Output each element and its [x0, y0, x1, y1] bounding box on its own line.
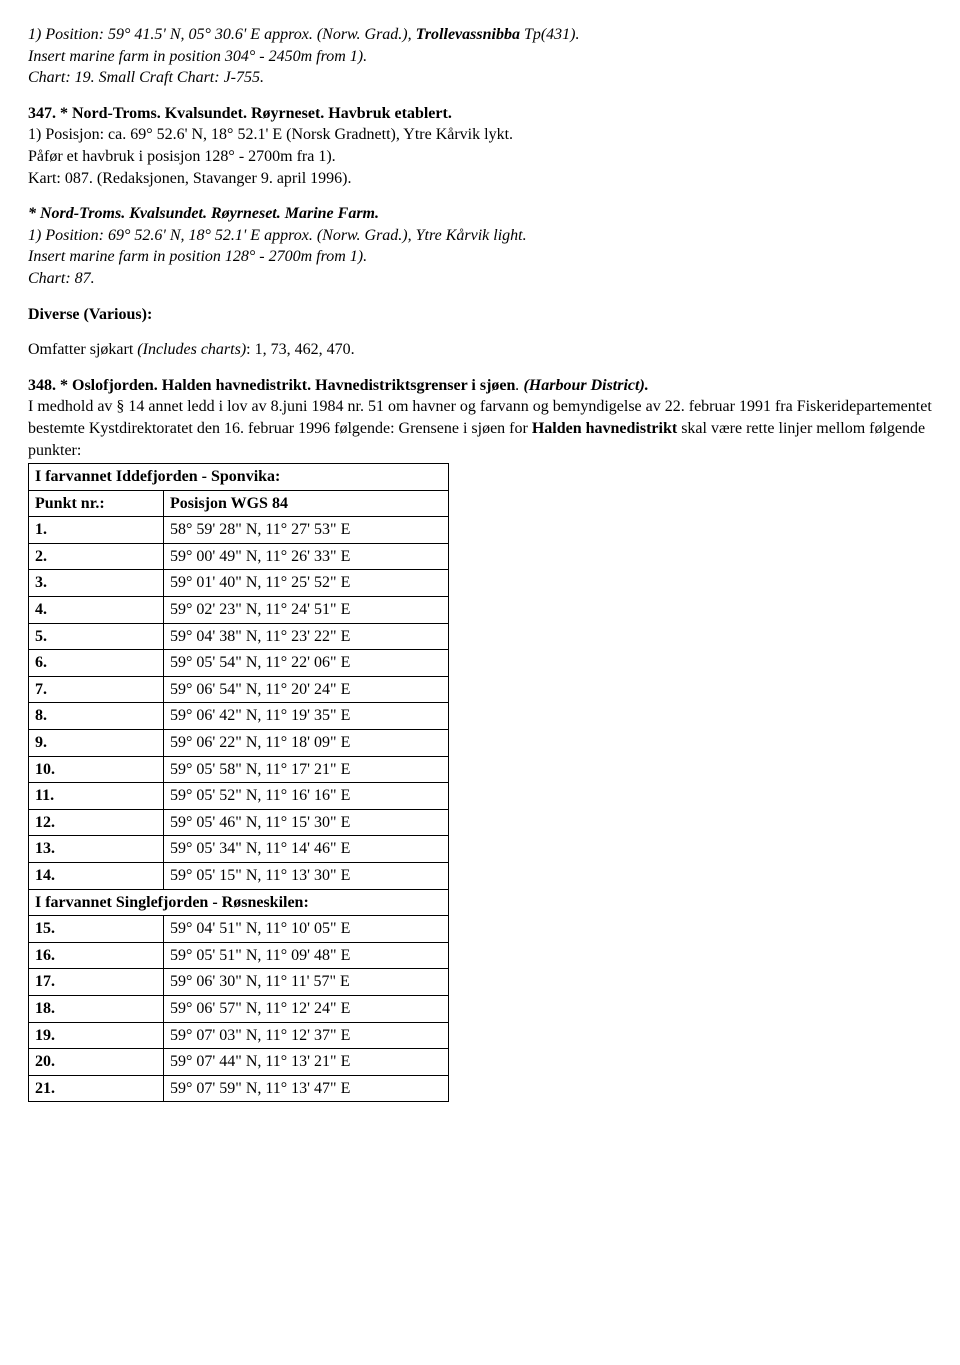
punkt-cell: 17. [29, 969, 164, 996]
table-row: 21.59° 07' 59" N, 11° 13' 47" E [29, 1075, 449, 1102]
posisjon-cell: 59° 00' 49" N, 11° 26' 33" E [164, 543, 449, 570]
posisjon-cell: 59° 07' 03" N, 11° 12' 37" E [164, 1022, 449, 1049]
paragraph-1: 1) Position: 59° 41.5' N, 05° 30.6' E ap… [28, 24, 932, 89]
p2-line2: Påfør et havbruk i posisjon 128° - 2700m… [28, 148, 336, 165]
p1-line1c: Tp(431). [520, 26, 580, 43]
p1-line2: Insert marine farm in position 304° - 24… [28, 48, 367, 65]
punkt-cell: 14. [29, 863, 164, 890]
table-row: 11.59° 05' 52" N, 11° 16' 16" E [29, 783, 449, 810]
posisjon-cell: 59° 06' 42" N, 11° 19' 35" E [164, 703, 449, 730]
p2-line3: Kart: 087. (Redaksjonen, Stavanger 9. ap… [28, 170, 351, 187]
posisjon-cell: 59° 05' 15" N, 11° 13' 30" E [164, 863, 449, 890]
p4-body-b: Halden havnedistrikt [532, 420, 677, 437]
position-table: I farvannet Iddefjorden - Sponvika: Punk… [28, 463, 449, 1102]
p3-line3: Chart: 87. [28, 270, 95, 287]
diverse-text-b: (Includes charts) [137, 341, 246, 358]
table-row: 13.59° 05' 34" N, 11° 14' 46" E [29, 836, 449, 863]
paragraph-3: * Nord-Troms. Kvalsundet. Røyrneset. Mar… [28, 203, 932, 289]
posisjon-cell: 59° 05' 58" N, 11° 17' 21" E [164, 756, 449, 783]
posisjon-cell: 59° 05' 54" N, 11° 22' 06" E [164, 650, 449, 677]
table-row: 2.59° 00' 49" N, 11° 26' 33" E [29, 543, 449, 570]
punkt-cell: 12. [29, 809, 164, 836]
table-row: 5.59° 04' 38" N, 11° 23' 22" E [29, 623, 449, 650]
punkt-cell: 21. [29, 1075, 164, 1102]
punkt-cell: 15. [29, 916, 164, 943]
posisjon-cell: 59° 05' 51" N, 11° 09' 48" E [164, 942, 449, 969]
table-row: 17.59° 06' 30" N, 11° 11' 57" E [29, 969, 449, 996]
p1-trollevassnibba: Trollevassnibba [416, 26, 520, 43]
punkt-cell: 18. [29, 995, 164, 1022]
table-row: 1.58° 59' 28" N, 11° 27' 53" E [29, 517, 449, 544]
posisjon-cell: 59° 06' 22" N, 11° 18' 09" E [164, 730, 449, 757]
punkt-cell: 20. [29, 1049, 164, 1076]
posisjon-cell: 59° 06' 57" N, 11° 12' 24" E [164, 995, 449, 1022]
table-row: 4.59° 02' 23" N, 11° 24' 51" E [29, 597, 449, 624]
table-row: 16.59° 05' 51" N, 11° 09' 48" E [29, 942, 449, 969]
p4-title-a: 348. * Oslofjorden. Halden havnedistrikt… [28, 377, 515, 394]
punkt-cell: 9. [29, 730, 164, 757]
table-row: 14.59° 05' 15" N, 11° 13' 30" E [29, 863, 449, 890]
diverse-heading: Diverse (Various): [28, 304, 932, 326]
punkt-cell: 3. [29, 570, 164, 597]
posisjon-cell: 58° 59' 28" N, 11° 27' 53" E [164, 517, 449, 544]
punkt-cell: 1. [29, 517, 164, 544]
table-row: 8.59° 06' 42" N, 11° 19' 35" E [29, 703, 449, 730]
p2-line1: 1) Posisjon: ca. 69° 52.6' N, 18° 52.1' … [28, 126, 513, 143]
punkt-cell: 5. [29, 623, 164, 650]
posisjon-cell: 59° 01' 40" N, 11° 25' 52" E [164, 570, 449, 597]
posisjon-cell: 59° 05' 34" N, 11° 14' 46" E [164, 836, 449, 863]
diverse-text-c: : 1, 73, 462, 470. [246, 341, 354, 358]
p4-title-c: (Harbour District). [523, 377, 648, 394]
punkt-cell: 16. [29, 942, 164, 969]
diverse-text-a: Omfatter sjøkart [28, 341, 137, 358]
posisjon-cell: 59° 04' 38" N, 11° 23' 22" E [164, 623, 449, 650]
p2-title: 347. * Nord-Troms. Kvalsundet. Røyrneset… [28, 105, 452, 122]
posisjon-cell: 59° 07' 59" N, 11° 13' 47" E [164, 1075, 449, 1102]
p1-line1a: 1) Position: 59° 41.5' N, 05° 30.6' E ap… [28, 26, 416, 43]
table-row: 7.59° 06' 54" N, 11° 20' 24" E [29, 676, 449, 703]
punkt-cell: 2. [29, 543, 164, 570]
paragraph-2: 347. * Nord-Troms. Kvalsundet. Røyrneset… [28, 103, 932, 189]
punkt-cell: 4. [29, 597, 164, 624]
table-header-row: Punkt nr.: Posisjon WGS 84 [29, 490, 449, 517]
punkt-cell: 10. [29, 756, 164, 783]
section1-cell: I farvannet Iddefjorden - Sponvika: [29, 464, 449, 491]
table-row: 15.59° 04' 51" N, 11° 10' 05" E [29, 916, 449, 943]
p1-line3: Chart: 19. Small Craft Chart: J-755. [28, 69, 264, 86]
table-row: 6.59° 05' 54" N, 11° 22' 06" E [29, 650, 449, 677]
p3-line1: 1) Position: 69° 52.6' N, 18° 52.1' E ap… [28, 227, 527, 244]
table-row: 10.59° 05' 58" N, 11° 17' 21" E [29, 756, 449, 783]
punkt-cell: 13. [29, 836, 164, 863]
posisjon-cell: 59° 05' 52" N, 11° 16' 16" E [164, 783, 449, 810]
header-posisjon: Posisjon WGS 84 [164, 490, 449, 517]
punkt-cell: 7. [29, 676, 164, 703]
table-row: 12.59° 05' 46" N, 11° 15' 30" E [29, 809, 449, 836]
table-section-1: I farvannet Iddefjorden - Sponvika: [29, 464, 449, 491]
table-row: 18.59° 06' 57" N, 11° 12' 24" E [29, 995, 449, 1022]
posisjon-cell: 59° 05' 46" N, 11° 15' 30" E [164, 809, 449, 836]
punkt-cell: 8. [29, 703, 164, 730]
section2-cell: I farvannet Singlefjorden - Røsneskilen: [29, 889, 449, 916]
table-section-2: I farvannet Singlefjorden - Røsneskilen: [29, 889, 449, 916]
punkt-cell: 11. [29, 783, 164, 810]
posisjon-cell: 59° 07' 44" N, 11° 13' 21" E [164, 1049, 449, 1076]
diverse-body: Omfatter sjøkart (Includes charts): 1, 7… [28, 339, 932, 361]
posisjon-cell: 59° 04' 51" N, 11° 10' 05" E [164, 916, 449, 943]
punkt-cell: 6. [29, 650, 164, 677]
p3-title: * Nord-Troms. Kvalsundet. Røyrneset. Mar… [28, 205, 379, 222]
table-row: 9.59° 06' 22" N, 11° 18' 09" E [29, 730, 449, 757]
header-punkt: Punkt nr.: [29, 490, 164, 517]
posisjon-cell: 59° 02' 23" N, 11° 24' 51" E [164, 597, 449, 624]
punkt-cell: 19. [29, 1022, 164, 1049]
posisjon-cell: 59° 06' 30" N, 11° 11' 57" E [164, 969, 449, 996]
paragraph-4: 348. * Oslofjorden. Halden havnedistrikt… [28, 375, 932, 461]
table-row: 19.59° 07' 03" N, 11° 12' 37" E [29, 1022, 449, 1049]
posisjon-cell: 59° 06' 54" N, 11° 20' 24" E [164, 676, 449, 703]
p3-line2: Insert marine farm in position 128° - 27… [28, 248, 367, 265]
table-row: 20.59° 07' 44" N, 11° 13' 21" E [29, 1049, 449, 1076]
table-row: 3.59° 01' 40" N, 11° 25' 52" E [29, 570, 449, 597]
